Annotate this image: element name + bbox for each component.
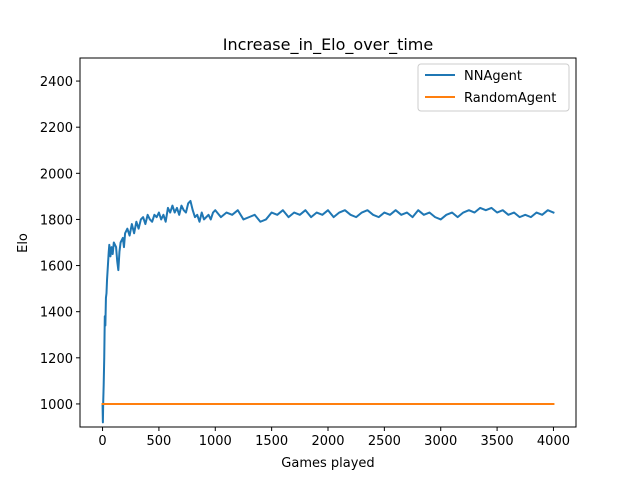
x-tick-label: 2000 — [311, 434, 344, 449]
y-tick-label: 2200 — [40, 121, 73, 136]
series-line-nnagent — [101, 199, 555, 424]
legend-box — [417, 63, 570, 112]
x-tick-label: 1500 — [255, 434, 288, 449]
x-tick-label: 4000 — [537, 434, 570, 449]
x-tick-label: 500 — [146, 434, 171, 449]
x-tick-label: 1000 — [199, 434, 232, 449]
x-tick-label: 2500 — [368, 434, 401, 449]
y-tick-label: 2000 — [40, 167, 73, 182]
x-tick-label: 3000 — [424, 434, 457, 449]
y-tick-label: 1600 — [40, 260, 73, 275]
legend-label-nnagent: NNAgent — [464, 69, 522, 84]
y-tick-label: 2400 — [40, 75, 73, 90]
y-tick-label: 1000 — [40, 398, 73, 413]
y-tick-label: 1400 — [40, 306, 73, 321]
y-axis-ticks: 1000 1200 1400 1600 1800 2000 2200 2400 — [40, 75, 80, 413]
x-axis-label: Games played — [281, 456, 374, 471]
x-axis-ticks: 0 500 1000 1500 2000 2500 3000 3500 4000 — [98, 427, 570, 449]
x-tick-label: 3500 — [481, 434, 514, 449]
y-tick-label: 1800 — [40, 213, 73, 228]
legend-label-randomagent: RandomAgent — [464, 91, 556, 106]
y-axis-label: Elo — [16, 233, 31, 253]
legend: NNAgent RandomAgent — [417, 63, 570, 112]
x-tick-label: 0 — [98, 434, 106, 449]
series-group — [101, 199, 555, 424]
chart-title: Increase_in_Elo_over_time — [223, 35, 433, 55]
y-tick-label: 1200 — [40, 352, 73, 367]
